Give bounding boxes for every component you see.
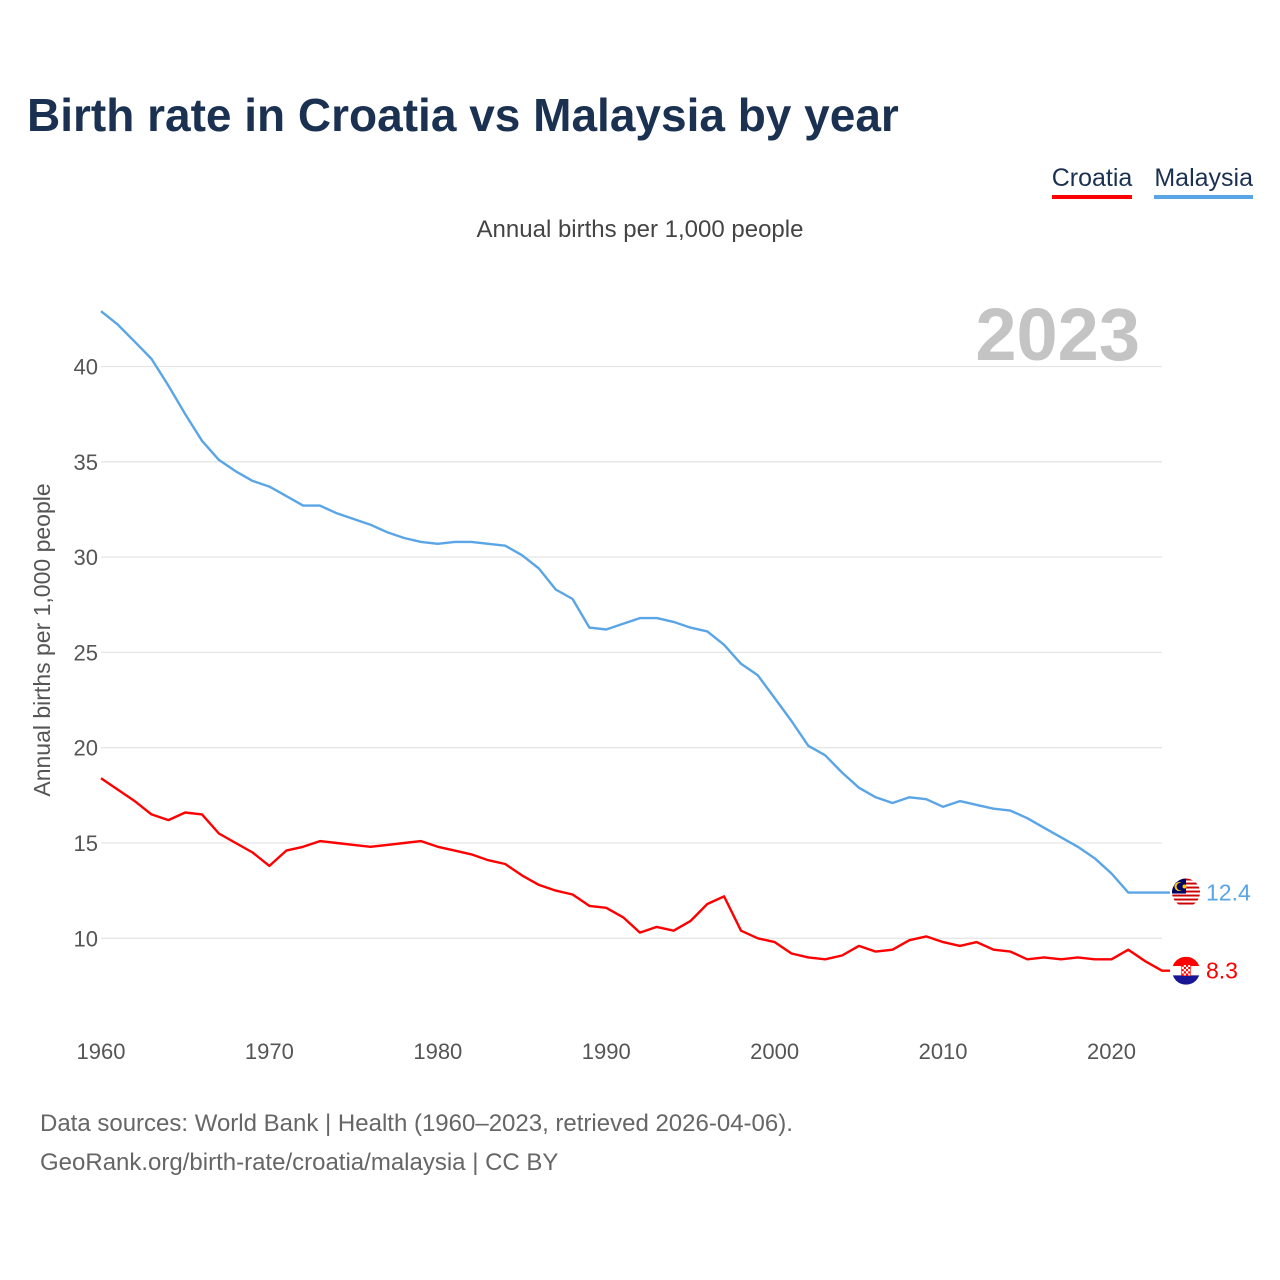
end-label-croatia: 8.3 — [1206, 958, 1238, 984]
series-line-malaysia — [100, 310, 1170, 894]
y-tick-label: 20 — [74, 736, 98, 761]
series-line-croatia — [100, 777, 1170, 972]
chart-title: Birth rate in Croatia vs Malaysia by yea… — [27, 89, 899, 141]
data-sources-note: Data sources: World Bank | Health (1960–… — [40, 1110, 793, 1137]
x-tick-label: 1970 — [245, 1039, 294, 1064]
x-tick-label: 2010 — [919, 1039, 968, 1064]
chart-subtitle: Annual births per 1,000 people — [476, 216, 804, 243]
y-tick-label: 10 — [74, 926, 98, 951]
credit-link[interactable]: GeoRank.org/birth-rate/croatia/malaysia … — [40, 1149, 559, 1176]
y-tick-label: 35 — [74, 450, 98, 475]
x-tick-label: 2020 — [1087, 1039, 1136, 1064]
legend-item-croatia[interactable]: Croatia — [1051, 164, 1133, 199]
y-axis-label: Annual births per 1,000 people — [29, 483, 55, 796]
y-tick-label: 15 — [74, 831, 98, 856]
malaysia-flag-icon — [1172, 878, 1200, 907]
footer: Data sources: World Bank | Health (1960–… — [40, 1104, 793, 1182]
x-tick-label: 1980 — [413, 1039, 462, 1064]
y-tick-label: 40 — [74, 355, 98, 380]
x-tick-label: 1960 — [77, 1039, 126, 1064]
year-watermark: 2023 — [975, 293, 1140, 376]
legend: Croatia Malaysia — [1051, 164, 1253, 199]
legend-item-malaysia[interactable]: Malaysia — [1154, 164, 1253, 199]
x-tick-label: 1990 — [582, 1039, 631, 1064]
croatia-flag-icon — [1172, 956, 1200, 985]
x-tick-label: 2000 — [750, 1039, 799, 1064]
line-chart: 10 15 20 25 30 35 40 1960 1970 1980 1990 2000 2010 20… — [29, 293, 1251, 1064]
end-label-malaysia: 12.4 — [1206, 880, 1251, 906]
y-tick-label: 30 — [74, 545, 98, 570]
y-tick-label: 25 — [74, 640, 98, 665]
